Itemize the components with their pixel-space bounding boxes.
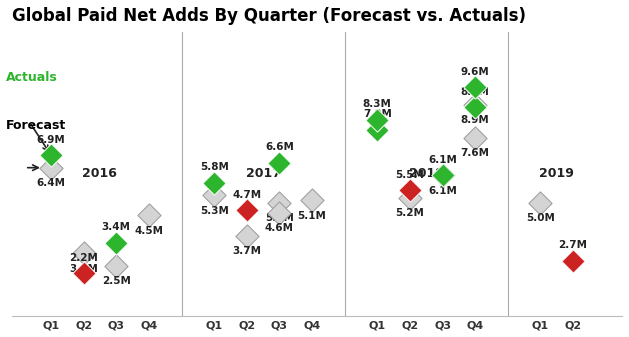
Point	[274, 200, 284, 206]
Point	[209, 193, 219, 198]
Text: 9.6M: 9.6M	[461, 67, 489, 77]
Text: 7.9M: 7.9M	[363, 110, 392, 119]
Text: 2016: 2016	[82, 167, 118, 181]
Point	[438, 173, 448, 178]
Point	[568, 258, 578, 263]
Point	[274, 210, 284, 216]
Point	[144, 213, 154, 218]
Point	[209, 180, 219, 185]
Text: 5.0M: 5.0M	[265, 213, 294, 223]
Point	[470, 85, 480, 90]
Point	[470, 105, 480, 110]
Text: 3.7M: 3.7M	[232, 246, 261, 256]
Text: 5.5M: 5.5M	[396, 170, 425, 180]
Text: 7.6M: 7.6M	[460, 148, 490, 158]
Text: 6.6M: 6.6M	[265, 142, 294, 152]
Point	[372, 127, 382, 133]
Point	[438, 173, 448, 178]
Text: 4.7M: 4.7M	[232, 190, 261, 200]
Point	[470, 102, 480, 108]
Text: 4.5M: 4.5M	[135, 226, 164, 236]
Text: 2017: 2017	[245, 167, 281, 181]
Text: 8.3M: 8.3M	[363, 99, 392, 110]
Text: 5.0M: 5.0M	[526, 213, 555, 223]
Text: 5.2M: 5.2M	[396, 208, 425, 218]
Text: Forecast: Forecast	[6, 119, 66, 132]
Point	[79, 250, 89, 256]
Text: 3.0M: 3.0M	[69, 264, 98, 274]
Text: 5.8M: 5.8M	[199, 162, 228, 172]
Point	[46, 165, 56, 171]
Text: 5.3M: 5.3M	[199, 206, 228, 216]
Text: 5.1M: 5.1M	[298, 211, 326, 221]
Point	[79, 271, 89, 276]
Point	[242, 208, 252, 213]
Text: 2018: 2018	[409, 167, 443, 181]
Text: 3.4M: 3.4M	[102, 222, 131, 233]
Point	[535, 200, 545, 206]
Point	[307, 197, 317, 203]
Text: 8.9M: 8.9M	[461, 116, 489, 125]
Point	[470, 135, 480, 140]
Point	[274, 160, 284, 165]
Point	[111, 240, 121, 246]
Point	[242, 233, 252, 238]
Text: 2.7M: 2.7M	[559, 240, 587, 250]
Text: Global Paid Net Adds By Quarter (Forecast vs. Actuals): Global Paid Net Adds By Quarter (Forecas…	[12, 7, 526, 25]
Text: 6.4M: 6.4M	[36, 178, 65, 188]
Text: 4.6M: 4.6M	[265, 223, 294, 234]
Text: Actuals: Actuals	[6, 71, 57, 84]
Text: 6.1M: 6.1M	[428, 155, 457, 165]
Text: 8.8M: 8.8M	[461, 87, 489, 97]
Point	[405, 195, 415, 201]
Point	[405, 188, 415, 193]
Text: 6.9M: 6.9M	[36, 134, 65, 145]
Text: 2.2M: 2.2M	[69, 253, 98, 263]
Point	[46, 152, 56, 158]
Point	[111, 263, 121, 268]
Text: 2019: 2019	[539, 167, 574, 181]
Text: 6.1M: 6.1M	[428, 186, 457, 196]
Point	[372, 117, 382, 123]
Text: 2.5M: 2.5M	[102, 276, 131, 286]
